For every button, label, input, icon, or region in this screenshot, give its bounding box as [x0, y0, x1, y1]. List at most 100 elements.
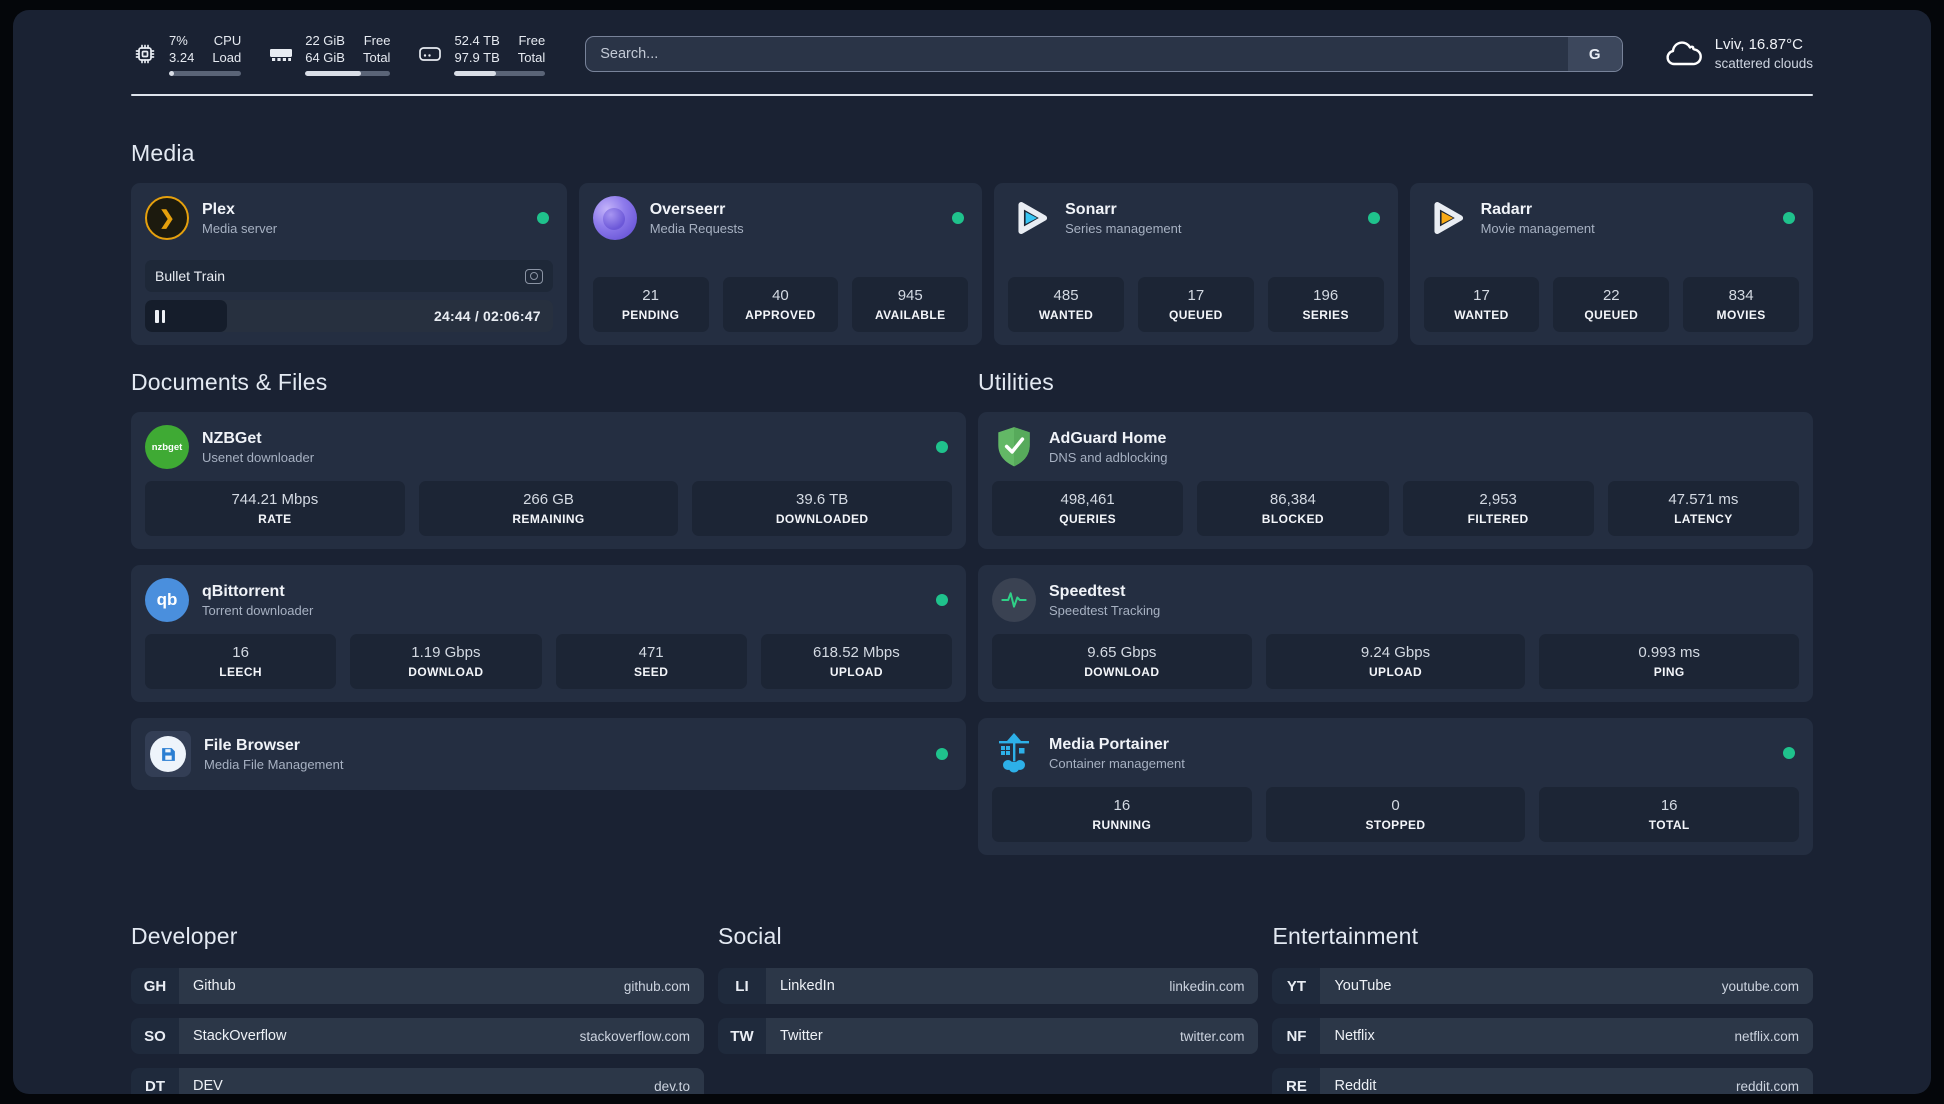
stat-wanted: 485 WANTED — [1008, 277, 1124, 332]
status-online-dot — [936, 441, 948, 453]
bookmark-url: github.com — [623, 978, 690, 994]
section-title-social: Social — [717, 923, 782, 949]
radarr-icon — [1424, 196, 1468, 240]
stat-filtered: 2,953 FILTERED — [1402, 481, 1594, 536]
app-title: Media Portainer — [1049, 735, 1170, 753]
app-subtitle: Media server — [202, 220, 278, 236]
app-title: Radarr — [1480, 200, 1533, 218]
bookmark-reddit[interactable]: RE Reddit reddit.com — [1272, 1068, 1813, 1094]
stat-approved: 40 APPROVED — [722, 277, 839, 332]
dashboard-panel: 7% 3.24 CPU Load — [13, 10, 1931, 1094]
now-playing-row: Bullet Train — [145, 260, 553, 292]
stat-series: 196 SERIES — [1267, 277, 1384, 332]
section-title-developer: Developer — [131, 923, 238, 949]
qbittorrent-icon: qb — [145, 578, 189, 622]
search-input[interactable] — [586, 37, 1568, 71]
developer-column: Developer GH Github github.com SO StackO… — [131, 923, 704, 1094]
stat-running: 16 RUNNING — [992, 787, 1252, 842]
stat-pending: 21 PENDING — [592, 277, 709, 332]
adguard-icon — [992, 425, 1036, 469]
disk-icon — [416, 40, 444, 68]
app-title: Sonarr — [1065, 200, 1117, 218]
app-subtitle: Media Requests — [649, 220, 744, 236]
app-title: Speedtest — [1049, 582, 1126, 600]
search-bar: G — [585, 36, 1623, 72]
app-card-filebrowser[interactable]: File Browser Media File Management — [131, 718, 966, 790]
storage-values: 52.4 TB 97.9 TB — [454, 33, 500, 65]
app-title: qBittorrent — [202, 582, 285, 600]
bookmark-abbr: GH — [131, 968, 179, 1004]
memory-metric: 22 GiB 64 GiB Free Total — [267, 32, 391, 76]
bookmark-url: youtube.com — [1721, 978, 1799, 994]
memory-labels: Free Total — [362, 33, 391, 65]
memory-progress-bar — [305, 71, 391, 76]
memory-values: 22 GiB 64 GiB — [305, 33, 345, 65]
app-title: Overseerr — [649, 200, 726, 218]
stat-latency: 47.571 ms LATENCY — [1607, 481, 1799, 536]
app-card-overseerr[interactable]: Overseerr Media Requests 21 PENDING 40 A… — [578, 183, 983, 345]
app-card-sonarr[interactable]: Sonarr Series management 485 WANTED 17 Q… — [994, 183, 1398, 345]
cpu-chip-icon — [131, 40, 159, 68]
status-online-dot — [1367, 212, 1380, 224]
status-online-dot — [1783, 212, 1795, 224]
bookmark-name: Netflix — [1334, 1028, 1375, 1044]
bookmark-stackoverflow[interactable]: SO StackOverflow stackoverflow.com — [131, 1018, 704, 1054]
bookmark-name: Github — [193, 978, 236, 994]
stat-download: 9.65 Gbps DOWNLOAD — [992, 634, 1252, 689]
stat-upload: 9.24 Gbps UPLOAD — [1265, 634, 1526, 689]
stat-upload: 618.52 Mbps UPLOAD — [760, 634, 952, 689]
bookmark-github[interactable]: GH Github github.com — [131, 968, 704, 1004]
weather-widget: Lviv, 16.87°C scattered clouds — [1663, 35, 1813, 73]
app-card-nzbget[interactable]: nzbget NZBGet Usenet downloader 744.21 M… — [131, 412, 966, 549]
status-online-dot — [936, 748, 948, 760]
top-bar: 7% 3.24 CPU Load — [131, 32, 1813, 76]
bookmark-url: netflix.com — [1734, 1028, 1799, 1044]
bookmark-linkedin[interactable]: LI LinkedIn linkedin.com — [717, 968, 1259, 1004]
stat-queued: 17 QUEUED — [1137, 277, 1254, 332]
stat-remaining: 266 GB REMAINING — [418, 481, 679, 536]
storage-metric: 52.4 TB 97.9 TB Free Total — [416, 32, 546, 76]
app-card-radarr[interactable]: Radarr Movie management 17 WANTED 22 QUE… — [1409, 183, 1813, 345]
cast-icon[interactable] — [524, 268, 543, 284]
stat-queries: 498,461 QUERIES — [992, 481, 1184, 536]
status-online-dot — [936, 594, 948, 606]
stat-wanted: 17 WANTED — [1423, 277, 1540, 332]
stat-available: 945 AVAILABLE — [852, 277, 969, 332]
playback-elapsed — [145, 300, 227, 332]
bookmark-url: twitter.com — [1179, 1028, 1245, 1044]
section-title-documents: Documents & Files — [131, 369, 328, 395]
cpu-labels: CPU Load — [212, 33, 242, 65]
system-metrics: 7% 3.24 CPU Load — [131, 32, 546, 76]
stat-queued: 22 QUEUED — [1553, 277, 1670, 332]
cpu-progress-bar — [169, 71, 242, 76]
bookmark-twitter[interactable]: TW Twitter twitter.com — [717, 1018, 1259, 1054]
ram-icon — [267, 40, 295, 68]
now-playing-title: Bullet Train — [155, 268, 226, 284]
bookmark-name: StackOverflow — [193, 1028, 287, 1044]
status-online-dot — [1783, 747, 1795, 759]
bookmark-youtube[interactable]: YT YouTube youtube.com — [1272, 968, 1813, 1004]
bookmark-url: stackoverflow.com — [579, 1028, 690, 1044]
search-engine-button[interactable]: G — [1567, 37, 1622, 71]
app-title: Plex — [202, 200, 235, 218]
bookmark-netflix[interactable]: NF Netflix netflix.com — [1272, 1018, 1813, 1054]
app-card-plex[interactable]: ❯ Plex Media server Bullet Train — [131, 183, 567, 345]
bookmark-dev[interactable]: DT DEV dev.to — [131, 1068, 704, 1094]
app-card-speedtest[interactable]: Speedtest Speedtest Tracking 9.65 Gbps D… — [978, 565, 1813, 702]
stat-seed: 471 SEED — [555, 634, 747, 689]
portainer-icon — [992, 731, 1036, 775]
storage-progress-bar — [454, 71, 546, 76]
cloud-icon — [1663, 37, 1703, 71]
app-card-portainer[interactable]: Media Portainer Container management 16 … — [978, 718, 1813, 855]
stat-rate: 744.21 Mbps RATE — [145, 481, 405, 536]
pause-button[interactable] — [155, 309, 165, 323]
app-card-adguard[interactable]: AdGuard Home DNS and adblocking 498,461 … — [978, 412, 1813, 549]
app-card-qbittorrent[interactable]: qb qBittorrent Torrent downloader 16 LEE… — [131, 565, 966, 702]
playback-progress-bar[interactable]: 24:44 / 02:06:47 — [145, 300, 553, 332]
media-grid: ❯ Plex Media server Bullet Train — [131, 183, 1813, 345]
bookmark-abbr: NF — [1272, 1018, 1321, 1054]
section-title-entertainment: Entertainment — [1272, 923, 1419, 949]
overseerr-icon — [592, 196, 637, 240]
app-title: AdGuard Home — [1049, 429, 1167, 447]
bookmark-name: DEV — [193, 1078, 223, 1094]
